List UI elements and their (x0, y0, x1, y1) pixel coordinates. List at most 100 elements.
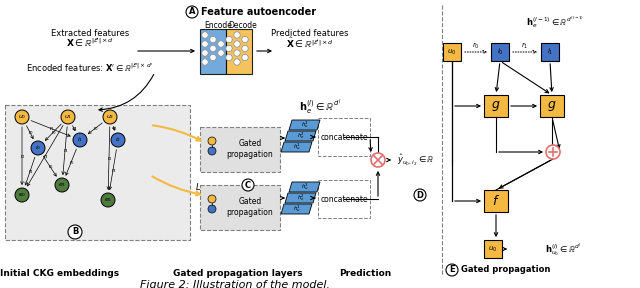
Circle shape (208, 137, 216, 145)
Text: $e_1$: $e_1$ (58, 181, 66, 189)
FancyBboxPatch shape (200, 185, 280, 230)
Text: Predicted features: Predicted features (271, 29, 349, 37)
Text: $u_1$: $u_1$ (64, 113, 72, 121)
Text: r₁: r₁ (73, 126, 77, 131)
Text: Gated
propagation: Gated propagation (227, 197, 273, 217)
Text: concatenate: concatenate (320, 132, 368, 141)
Text: r₄: r₄ (29, 169, 33, 174)
Polygon shape (289, 182, 320, 192)
Text: $e_2$: $e_2$ (104, 196, 112, 204)
FancyArrowPatch shape (99, 75, 154, 111)
Text: $i_1$: $i_1$ (77, 136, 83, 145)
Circle shape (210, 45, 216, 52)
Text: Prediction: Prediction (339, 268, 391, 278)
FancyBboxPatch shape (5, 105, 190, 240)
Circle shape (15, 110, 29, 124)
Circle shape (101, 193, 115, 207)
Text: $\mathbf{h}_e^{(l-1)} \in \mathbb{R}^{d^{(l-1)}}$: $\mathbf{h}_e^{(l-1)} \in \mathbb{R}^{d^… (526, 14, 584, 30)
Circle shape (234, 32, 240, 38)
Circle shape (371, 153, 385, 167)
Text: concatenate: concatenate (320, 194, 368, 204)
Circle shape (55, 178, 69, 192)
Text: $u_0$: $u_0$ (488, 245, 498, 254)
FancyBboxPatch shape (491, 43, 509, 61)
Text: $i_0$: $i_0$ (497, 47, 504, 57)
Polygon shape (285, 193, 316, 203)
Text: $\mathbf{h}_{u_0}^{(l)} \in \mathbb{R}^{d^l}$: $\mathbf{h}_{u_0}^{(l)} \in \mathbb{R}^{… (545, 242, 582, 258)
Text: Figure 2: Illustration of the model.: Figure 2: Illustration of the model. (140, 280, 330, 288)
Text: r₁: r₁ (50, 126, 54, 131)
Circle shape (68, 225, 82, 239)
Text: r₀: r₀ (93, 126, 99, 131)
Text: E: E (449, 266, 455, 274)
Text: $r_1$: $r_1$ (521, 41, 529, 51)
FancyBboxPatch shape (484, 95, 508, 117)
Circle shape (202, 59, 208, 65)
Circle shape (242, 36, 248, 43)
Text: r₆: r₆ (49, 164, 53, 169)
Text: r₀: r₀ (52, 130, 56, 135)
Text: Initial CKG embeddings: Initial CKG embeddings (1, 268, 120, 278)
Text: r₅: r₅ (113, 126, 117, 131)
Text: r₂: r₂ (21, 154, 25, 158)
Circle shape (208, 195, 216, 203)
Circle shape (226, 54, 232, 61)
Text: $\mathbf{X} \in \mathbb{R}^{|\mathcal{E}'|\times d}$: $\mathbf{X} \in \mathbb{R}^{|\mathcal{E}… (66, 37, 114, 49)
Text: $e_0$: $e_0$ (18, 191, 26, 199)
Text: A: A (189, 7, 195, 16)
Text: D: D (417, 190, 424, 200)
Text: $h_u^3$: $h_u^3$ (301, 120, 308, 130)
Circle shape (73, 133, 87, 147)
Text: r₃: r₃ (64, 149, 68, 154)
Circle shape (234, 50, 240, 56)
Text: Gated propagation: Gated propagation (461, 266, 550, 274)
Text: Feature autoencoder: Feature autoencoder (201, 7, 316, 17)
Text: Encode: Encode (204, 22, 232, 31)
Circle shape (208, 205, 216, 213)
Text: $i_0$: $i_0$ (35, 143, 41, 152)
Text: Decode: Decode (228, 22, 257, 31)
Circle shape (414, 189, 426, 201)
FancyBboxPatch shape (484, 240, 502, 258)
Circle shape (218, 41, 224, 47)
Circle shape (234, 41, 240, 47)
Circle shape (31, 141, 45, 155)
Circle shape (208, 147, 216, 155)
Text: $u_2$: $u_2$ (106, 113, 114, 121)
Text: $i_1$: $i_1$ (547, 47, 554, 57)
Text: $g$: $g$ (547, 99, 557, 113)
Circle shape (202, 50, 208, 56)
Text: Extracted features: Extracted features (51, 29, 129, 37)
Circle shape (242, 54, 248, 61)
FancyBboxPatch shape (226, 29, 252, 74)
Polygon shape (281, 142, 312, 152)
Text: $f$: $f$ (492, 194, 500, 208)
Text: r₃: r₃ (112, 168, 116, 173)
FancyArrowPatch shape (152, 177, 200, 196)
Text: Gated
propagation: Gated propagation (227, 139, 273, 159)
Text: $h_u^1$: $h_u^1$ (292, 142, 301, 152)
Text: L: L (196, 183, 200, 192)
FancyBboxPatch shape (200, 29, 226, 74)
Circle shape (15, 188, 29, 202)
Text: $i_2$: $i_2$ (115, 136, 121, 145)
Circle shape (202, 41, 208, 47)
Circle shape (210, 54, 216, 61)
Text: $u_0$: $u_0$ (447, 48, 457, 57)
Text: $r_0$: $r_0$ (472, 41, 480, 51)
Circle shape (210, 36, 216, 43)
Text: r₃: r₃ (44, 154, 48, 158)
FancyBboxPatch shape (443, 43, 461, 61)
Text: B: B (72, 228, 78, 236)
Text: $h_e^2$: $h_e^2$ (296, 130, 305, 141)
Circle shape (226, 45, 232, 52)
FancyBboxPatch shape (318, 180, 370, 218)
Circle shape (446, 264, 458, 276)
Text: r₀: r₀ (29, 130, 33, 135)
Circle shape (186, 6, 198, 18)
Polygon shape (289, 120, 320, 130)
Circle shape (111, 133, 125, 147)
Circle shape (103, 110, 117, 124)
Text: $\mathbf{h}_e^{(l)} \in \mathbb{R}^{d^l}$: $\mathbf{h}_e^{(l)} \in \mathbb{R}^{d^l}… (299, 98, 341, 116)
Circle shape (242, 45, 248, 52)
